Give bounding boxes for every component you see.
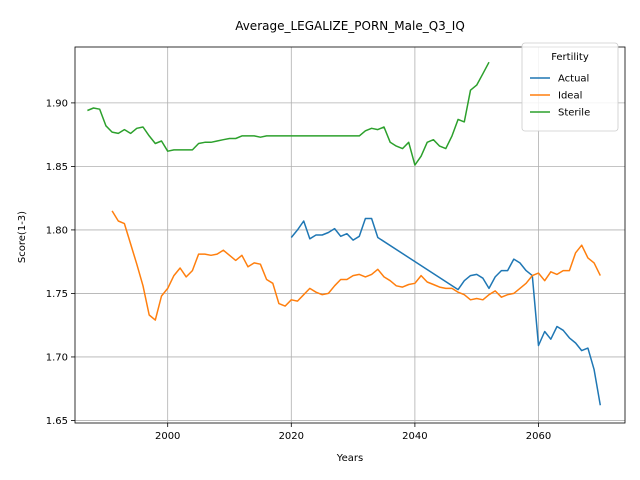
- x-tick-label: 2000: [155, 431, 180, 442]
- x-axis-label: Years: [336, 453, 363, 464]
- series-layer: [87, 61, 602, 406]
- legend-title: Fertility: [551, 52, 589, 63]
- legend: Fertility Actual Ideal Sterile: [521, 42, 619, 132]
- legend-label-sterile: Sterile: [558, 108, 590, 119]
- legend-label-actual: Actual: [558, 74, 589, 85]
- x-tick-label: 2060: [526, 431, 551, 442]
- legend-label-ideal: Ideal: [558, 91, 582, 102]
- series-line-ideal: [111, 210, 601, 321]
- x-tick-label: 2040: [402, 431, 427, 442]
- ticks: 2000 2020 2040 2060 1.65 1.70 1.75 1.80 1.85 1.90: [46, 98, 551, 442]
- chart-title: Average_LEGALIZE_PORN_Male_Q3_IQ: [235, 19, 465, 33]
- y-tick-label: 1.70: [46, 352, 68, 363]
- series-line-actual: [290, 217, 602, 406]
- y-tick-label: 1.65: [46, 416, 68, 427]
- y-axis-label: Score(1-3): [17, 211, 28, 263]
- legend-box: [521, 42, 619, 132]
- series-line-sterile: [87, 61, 490, 166]
- y-tick-label: 1.80: [46, 225, 68, 236]
- y-tick-label: 1.90: [46, 98, 68, 109]
- y-tick-label: 1.75: [46, 289, 68, 300]
- x-tick-label: 2020: [279, 431, 304, 442]
- y-tick-label: 1.85: [46, 162, 68, 173]
- plot-frame: [74, 46, 626, 424]
